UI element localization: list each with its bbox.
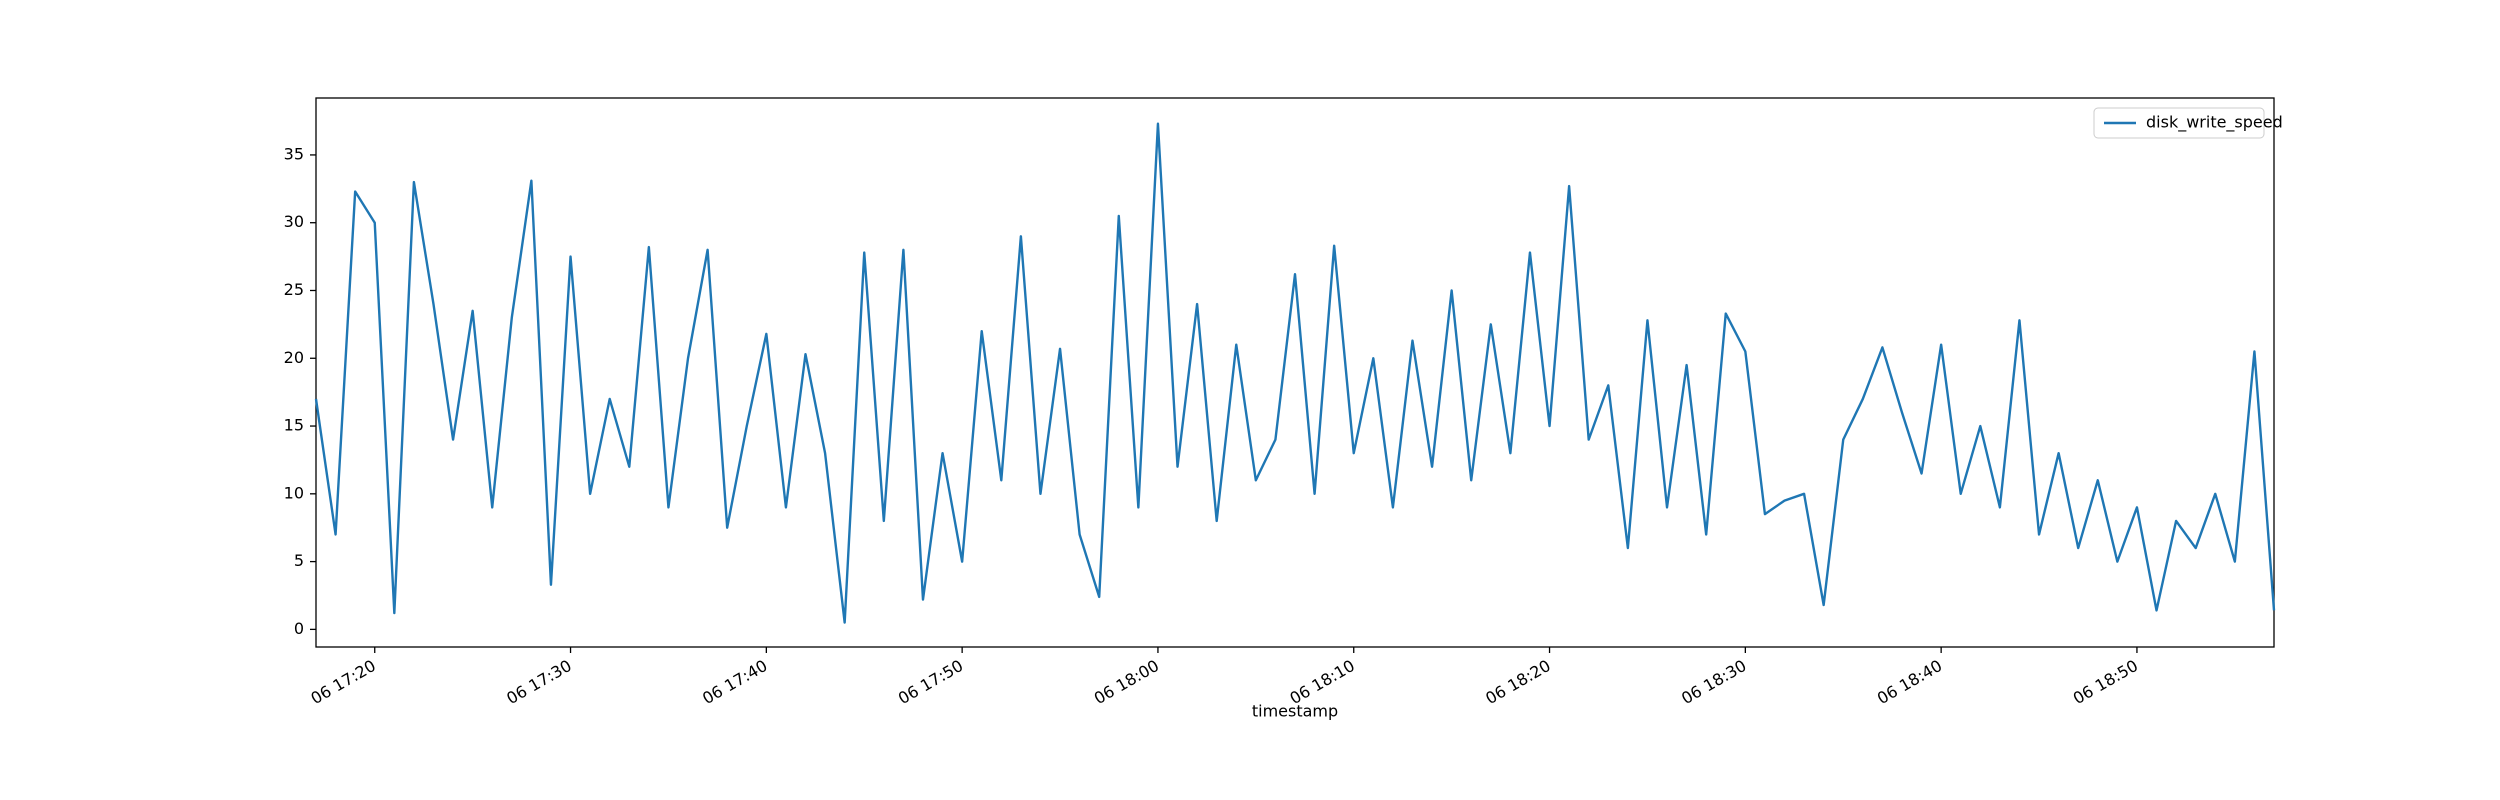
y-tick-label: 0: [294, 619, 304, 638]
x-axis-label: timestamp: [1252, 702, 1338, 721]
y-tick-label: 25: [284, 280, 304, 299]
x-tick-label: 06 18:00: [1091, 656, 1162, 708]
x-tick-label: 06 18:30: [1678, 656, 1749, 708]
legend-box: [2093, 107, 2265, 139]
y-tick-label: 10: [284, 483, 304, 502]
y-tick-label: 20: [284, 348, 304, 367]
y-tick-label: 5: [294, 551, 304, 570]
axes-frame: [315, 97, 2275, 648]
x-tick-label: 06 18:50: [2070, 656, 2141, 708]
x-tick-label: 06 17:50: [895, 656, 966, 708]
x-tick-label: 06 18:10: [1287, 656, 1358, 708]
x-tick-label: 06 17:20: [308, 656, 379, 708]
y-tick-label: 35: [284, 144, 304, 163]
x-tick-label: 06 17:40: [699, 656, 770, 708]
y-tick-label: 15: [284, 416, 304, 435]
legend: disk_write_speed: [2093, 107, 2283, 139]
x-tick-label: 06 18:40: [1874, 656, 1945, 708]
y-tick-label: 30: [284, 212, 304, 231]
x-tick-label: 06 18:20: [1482, 656, 1553, 708]
legend-label: disk_write_speed: [2146, 113, 2283, 133]
data-line: [314, 122, 2276, 624]
x-tick-label: 06 17:30: [503, 656, 574, 708]
